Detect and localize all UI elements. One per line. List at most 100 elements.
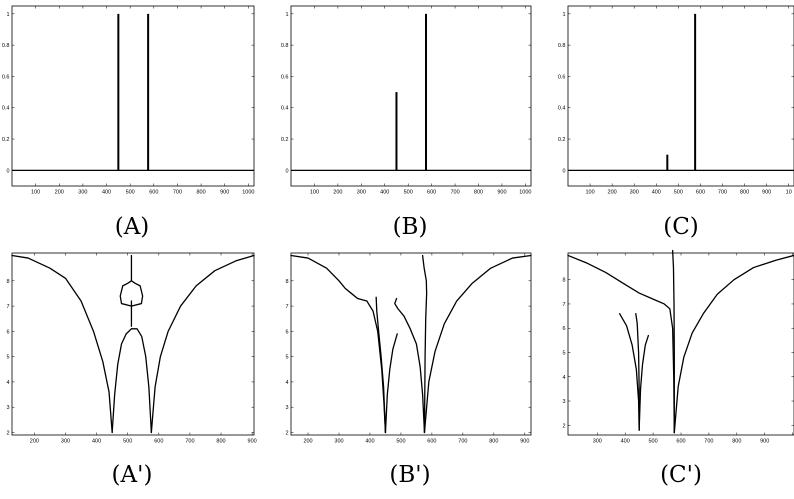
- curve-line: [618, 313, 640, 431]
- y-tick-label: 3: [6, 405, 9, 411]
- x-tick-label: 500: [404, 190, 413, 196]
- x-tick-label: 400: [92, 439, 101, 445]
- panel-b-prime: 200 300 400 500 600 700 800 900 2 3 4 5 6 7 8 (B'): [285, 252, 532, 488]
- panel-a-prime: 200 300 400 500 600 700 800 900 2 3 4 5 6 7 8 (A'): [6, 252, 257, 488]
- x-tick-label: 800: [216, 439, 225, 445]
- x-tick-label: 300: [334, 439, 343, 445]
- curve-line: [119, 254, 144, 307]
- x-tick-label: 400: [380, 190, 389, 196]
- y-tick-label: 5: [562, 350, 565, 356]
- y-tick-label: 0.6: [558, 74, 566, 80]
- y-tick-label: 8: [562, 278, 565, 284]
- x-tick-label: 500: [126, 190, 135, 196]
- x-tick-label: 900: [497, 190, 506, 196]
- y-tick-label: 7: [562, 302, 565, 308]
- x-tick-label: 500: [649, 439, 658, 445]
- panel-label: (A'): [112, 462, 153, 488]
- y-tick-label: 4: [285, 380, 288, 386]
- x-tick-label: 600: [149, 190, 158, 196]
- panel-label: (C): [663, 214, 699, 240]
- x-tick-label: 300: [357, 190, 366, 196]
- x-tick-label: 600: [154, 439, 163, 445]
- x-tick-label: 400: [365, 439, 374, 445]
- x-tick-label: 600: [696, 190, 705, 196]
- y-tick-label: 8: [285, 279, 288, 285]
- x-tick-label: 400: [102, 190, 111, 196]
- x-tick-label: 500: [123, 439, 132, 445]
- curve-line: [673, 254, 794, 434]
- y-tick-label: 0: [285, 168, 288, 174]
- panel-label: (B): [393, 214, 428, 240]
- x-tick-label: 300: [593, 439, 602, 445]
- y-tick-label: 2: [562, 423, 565, 429]
- y-tick-label: 0.2: [281, 137, 289, 143]
- x-tick-label: 300: [630, 190, 639, 196]
- curve-line: [384, 333, 398, 434]
- curve-line: [423, 254, 532, 434]
- curve-line: [11, 254, 113, 434]
- x-tick-label: 100: [310, 190, 319, 196]
- x-tick-label: 200: [55, 190, 64, 196]
- x-tick-label: 700: [185, 439, 194, 445]
- curve-line: [671, 249, 675, 434]
- panel-c: 100 200 300 400 500 600 700 800 900 1000.20.40.60…: [558, 5, 794, 240]
- axes-frame: [567, 252, 794, 436]
- panel-a: 100 200 300 400 500 600 700 800 900 1000 0 0.2 0.4 0.…: [2, 5, 254, 240]
- x-tick-label: 200: [608, 190, 617, 196]
- x-tick-label: 100: [585, 190, 594, 196]
- curve-line: [635, 313, 640, 431]
- x-tick-label: 700: [704, 439, 713, 445]
- x-tick-label: 300: [61, 439, 70, 445]
- y-tick-label: 7: [285, 304, 288, 310]
- curve-line: [290, 254, 387, 434]
- x-tick-label: 700: [450, 190, 459, 196]
- x-tick-label: 700: [458, 439, 467, 445]
- y-tick-label: 3: [285, 405, 288, 411]
- y-tick-label: 1: [6, 12, 9, 18]
- y-tick-label: 8: [6, 279, 9, 285]
- y-tick-label: 6: [285, 329, 288, 335]
- x-tick-label: 400: [621, 439, 630, 445]
- x-tick-label: 700: [173, 190, 182, 196]
- y-tick-label: 1: [562, 12, 565, 18]
- x-tick-label: 900: [520, 439, 529, 445]
- y-tick-label: 3: [562, 399, 565, 405]
- panel-label: (B'): [389, 462, 430, 488]
- x-tick-label: 900: [760, 439, 769, 445]
- y-tick-label: 4: [562, 375, 565, 381]
- x-tick-label: 900: [248, 439, 257, 445]
- curve-line: [421, 254, 428, 434]
- x-tick-label: 800: [732, 439, 741, 445]
- curve-line: [638, 334, 650, 431]
- y-tick-label: 7: [6, 304, 9, 310]
- curve-line: [394, 297, 426, 434]
- x-tick-label: 10: [786, 190, 792, 196]
- axes-frame: [290, 252, 532, 436]
- x-tick-label: 200: [303, 439, 312, 445]
- curve-line: [375, 296, 387, 434]
- y-tick-label: 5: [6, 355, 9, 361]
- curve-line: [567, 254, 675, 434]
- y-tick-label: 0.6: [281, 74, 289, 80]
- x-tick-label: 200: [333, 190, 342, 196]
- y-tick-label: 0.8: [281, 43, 289, 49]
- x-tick-label: 900: [762, 190, 771, 196]
- y-tick-label: 5: [285, 355, 288, 361]
- y-tick-label: 1: [285, 12, 288, 18]
- y-tick-label: 0.4: [2, 106, 10, 112]
- y-tick-label: 0.4: [281, 106, 289, 112]
- y-tick-label: 2: [6, 430, 9, 436]
- y-tick-label: 0.8: [2, 43, 10, 49]
- x-tick-label: 800: [196, 190, 205, 196]
- x-tick-label: 1000: [519, 190, 531, 196]
- y-tick-label: 2: [285, 430, 288, 436]
- y-tick-label: 0.2: [2, 137, 10, 143]
- curve-line: [150, 254, 255, 434]
- axes-frame: [11, 252, 255, 436]
- x-tick-label: 700: [718, 190, 727, 196]
- curve-line: [111, 328, 133, 434]
- y-tick-label: 0.6: [2, 74, 10, 80]
- y-tick-label: 0.8: [558, 43, 566, 49]
- x-tick-label: 1000: [242, 190, 254, 196]
